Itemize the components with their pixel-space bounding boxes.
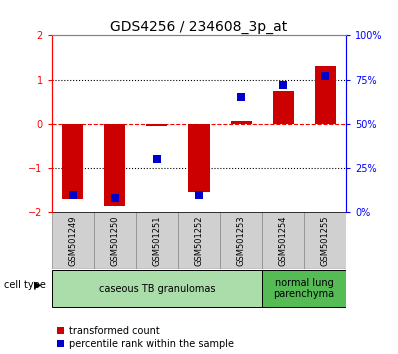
Bar <box>304 212 346 269</box>
Text: normal lung
parenchyma: normal lung parenchyma <box>273 278 335 299</box>
Text: GSM501249: GSM501249 <box>68 216 77 266</box>
Text: ▶: ▶ <box>34 280 41 290</box>
Bar <box>273 91 294 124</box>
Text: caseous TB granulomas: caseous TB granulomas <box>99 284 215 293</box>
Point <box>154 156 160 162</box>
Bar <box>52 212 94 269</box>
Point <box>280 82 286 88</box>
Bar <box>52 270 262 307</box>
Bar <box>146 124 168 126</box>
Bar <box>104 124 125 206</box>
Point <box>112 195 118 201</box>
Text: GSM501250: GSM501250 <box>110 216 119 266</box>
Bar <box>315 66 336 124</box>
Point <box>196 192 202 198</box>
Point <box>322 73 328 79</box>
Point <box>70 192 76 198</box>
Text: cell type: cell type <box>4 280 46 290</box>
Bar <box>189 124 209 193</box>
Point <box>238 95 244 100</box>
Bar <box>262 270 346 307</box>
Text: GSM501253: GSM501253 <box>236 215 246 266</box>
Text: GSM501255: GSM501255 <box>321 216 330 266</box>
Bar <box>136 212 178 269</box>
Title: GDS4256 / 234608_3p_at: GDS4256 / 234608_3p_at <box>110 21 288 34</box>
Legend: transformed count, percentile rank within the sample: transformed count, percentile rank withi… <box>57 326 234 349</box>
Text: GSM501252: GSM501252 <box>195 216 203 266</box>
Text: GSM501254: GSM501254 <box>279 216 288 266</box>
Bar <box>220 212 262 269</box>
Bar <box>62 124 83 199</box>
Bar <box>94 212 136 269</box>
Text: GSM501251: GSM501251 <box>152 216 162 266</box>
Bar <box>230 121 252 124</box>
Bar <box>178 212 220 269</box>
Bar <box>262 212 304 269</box>
